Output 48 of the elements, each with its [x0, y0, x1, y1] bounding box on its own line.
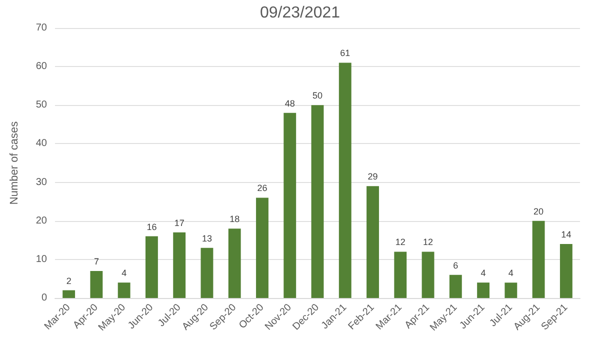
- y-tick-label: 70: [36, 22, 48, 34]
- y-tick-label: 50: [36, 100, 48, 111]
- y-tick-label: 20: [36, 215, 48, 226]
- data-label: 17: [174, 218, 184, 228]
- data-label: 48: [284, 98, 295, 108]
- data-label: 50: [312, 90, 323, 101]
- bar: [62, 290, 76, 298]
- data-label: 16: [146, 222, 157, 232]
- bar: [90, 271, 103, 298]
- data-label: 20: [534, 206, 544, 216]
- bar: [145, 236, 158, 298]
- data-label: 26: [257, 183, 268, 194]
- data-label: 13: [202, 233, 212, 244]
- bar: [228, 228, 241, 298]
- data-label: 4: [508, 268, 514, 278]
- data-label: 12: [423, 237, 434, 248]
- y-tick-label: 10: [36, 254, 48, 265]
- data-label: 61: [340, 48, 350, 58]
- bar: [173, 232, 186, 298]
- data-label: 14: [561, 230, 572, 240]
- data-label: 7: [94, 256, 99, 266]
- y-tick-label: 60: [36, 61, 48, 72]
- bar: [338, 62, 352, 298]
- bar: [560, 244, 572, 298]
- bar: [477, 282, 490, 298]
- chart-title: 09/23/2021: [260, 4, 340, 22]
- data-label: 12: [395, 237, 406, 248]
- y-tick-label: 0: [41, 292, 48, 304]
- bar: [532, 220, 545, 298]
- data-label: 18: [230, 214, 240, 224]
- bar: [394, 252, 407, 298]
- bar: [449, 274, 462, 298]
- bar: [366, 186, 379, 298]
- y-tick-label: 30: [36, 176, 48, 188]
- y-tick-label: 40: [36, 138, 48, 150]
- data-label: 6: [453, 260, 458, 270]
- y-axis-title: Number of cases: [8, 120, 20, 205]
- bar: [284, 112, 296, 298]
- bar: [504, 282, 518, 298]
- bar: [311, 105, 324, 298]
- bar: [200, 248, 214, 298]
- data-label: 4: [480, 268, 486, 278]
- data-label: 29: [368, 172, 378, 182]
- bar: [256, 198, 268, 298]
- data-label: 2: [66, 276, 72, 286]
- data-label: 4: [122, 268, 127, 278]
- bar: [422, 252, 434, 298]
- bar: [118, 282, 130, 298]
